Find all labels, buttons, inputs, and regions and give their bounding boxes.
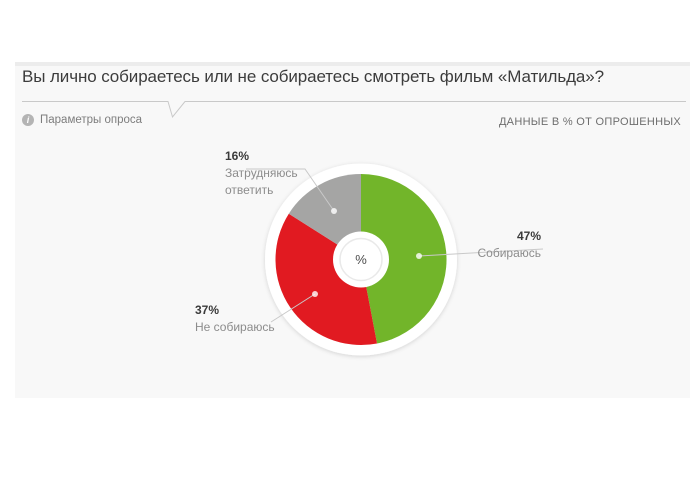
going-percent: 47% (516, 229, 541, 243)
survey-parameters-tab[interactable]: i Параметры опроса (22, 114, 142, 126)
info-icon: i (22, 114, 34, 126)
callout-undecided: 16% Затрудняюсь ответить (225, 148, 311, 199)
callout-going: 47% Собираюсь (421, 228, 541, 262)
donut-center-percent-sign: % (355, 252, 367, 267)
callout-not-going: 37% Не собираюсь (195, 302, 275, 336)
pie-slice-0[interactable] (361, 174, 447, 344)
page-title: Вы лично собираетесь или не собираетесь … (22, 67, 605, 86)
going-label: Собираюсь (477, 246, 541, 260)
survey-parameters-label: Параметры опроса (40, 114, 143, 126)
undecided-percent: 16% (225, 149, 250, 163)
data-units-note: ДАННЫЕ В % ОТ ОПРОШЕННЫХ (498, 116, 681, 128)
not-going-label: Не собираюсь (195, 320, 275, 334)
undecided-label: Затрудняюсь ответить (225, 166, 298, 197)
not-going-percent: 37% (195, 303, 220, 317)
